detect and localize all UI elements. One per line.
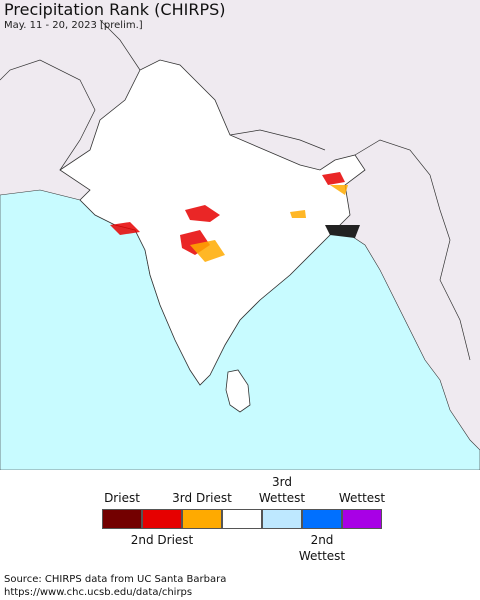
legend-label: Wettest — [338, 491, 386, 505]
legend: Driest 2nd Driest 3rd Driest 3rd Wettest 2nd… — [0, 470, 480, 570]
legend-label: 3rd Wettest — [258, 475, 306, 505]
legend-swatch — [182, 509, 222, 529]
sri-lanka — [225, 369, 251, 413]
dry-patches-light — [190, 185, 348, 262]
legend-swatch — [222, 509, 262, 529]
borders — [0, 19, 471, 361]
legend-label: 3rd Driest — [172, 491, 232, 505]
source-url: https://www.chc.ucsb.edu/data/chirps — [4, 587, 193, 598]
legend-label: 2nd Driest — [130, 533, 194, 547]
map — [0, 0, 480, 470]
legend-swatch — [342, 509, 382, 529]
delta — [325, 225, 360, 238]
source: Source: CHIRPS data from UC Santa Barbar… — [4, 574, 227, 585]
legend-swatch — [142, 509, 182, 529]
legend-swatch — [102, 509, 142, 529]
legend-label: Driest — [104, 491, 140, 505]
legend-swatch — [262, 509, 302, 529]
legend-label: 2nd Wettest — [298, 533, 346, 563]
subtitle: May. 11 - 20, 2023 [prelim.] — [4, 20, 143, 31]
title: Precipitation Rank (CHIRPS) — [4, 0, 226, 19]
legend-swatch — [302, 509, 342, 529]
